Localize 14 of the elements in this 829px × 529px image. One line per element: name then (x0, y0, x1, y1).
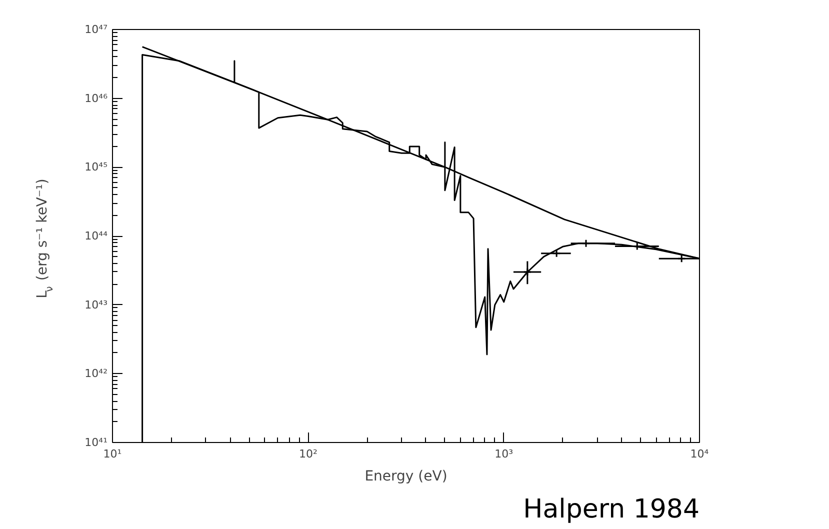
x-tick-label: 10⁴ (690, 448, 710, 460)
y-tick-label: 10⁴⁵ (84, 160, 108, 174)
text: Halpern 1984 (523, 494, 700, 524)
x-tick-label: 10² (298, 448, 318, 460)
y-tick-label: 10⁴⁷ (84, 23, 108, 36)
y-tick-label: 10⁴⁶ (84, 92, 108, 105)
y-tick-label: 10⁴⁴ (84, 230, 108, 242)
y-axis-title: Lν (erg s⁻¹ keV⁻¹) (34, 178, 56, 298)
y-tick-label: 10⁴² (84, 367, 108, 380)
x-tick-label: 10¹ (103, 448, 122, 460)
y-tick-label: 10⁴³ (84, 298, 108, 312)
x-axis-title: Energy (eV) (364, 468, 448, 484)
x-tick-label: 10³ (494, 448, 514, 460)
y-tick-label: 10⁴¹ (84, 436, 108, 449)
